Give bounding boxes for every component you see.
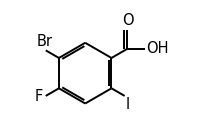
- Text: O: O: [122, 13, 133, 28]
- Text: OH: OH: [146, 42, 168, 56]
- Text: F: F: [35, 89, 43, 104]
- Text: I: I: [126, 97, 130, 112]
- Text: Br: Br: [36, 34, 52, 49]
